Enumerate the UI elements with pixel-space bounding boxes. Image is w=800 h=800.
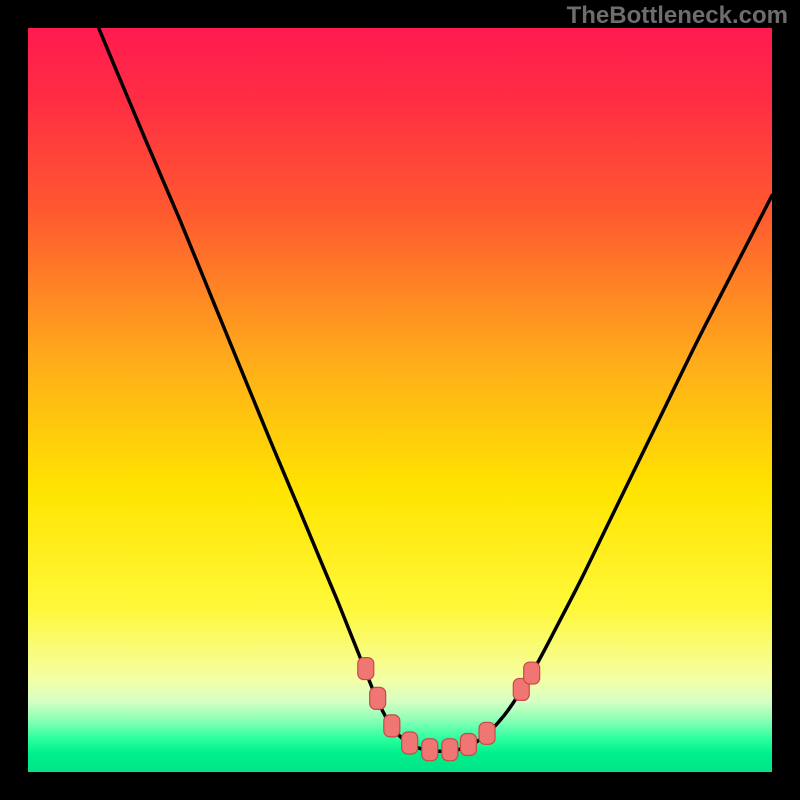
curve-marker bbox=[370, 687, 386, 709]
curve-marker bbox=[479, 722, 495, 744]
curve-marker bbox=[358, 658, 374, 680]
stage: TheBottleneck.com bbox=[0, 0, 800, 800]
curve-marker bbox=[402, 732, 418, 754]
chart-svg bbox=[28, 28, 772, 772]
plot-area bbox=[28, 28, 772, 772]
curve-marker bbox=[384, 715, 400, 737]
gradient-background bbox=[28, 28, 772, 772]
curve-marker bbox=[442, 739, 458, 761]
curve-marker bbox=[422, 739, 438, 761]
curve-marker bbox=[460, 733, 476, 755]
watermark-text: TheBottleneck.com bbox=[567, 2, 788, 30]
curve-marker bbox=[524, 662, 540, 684]
